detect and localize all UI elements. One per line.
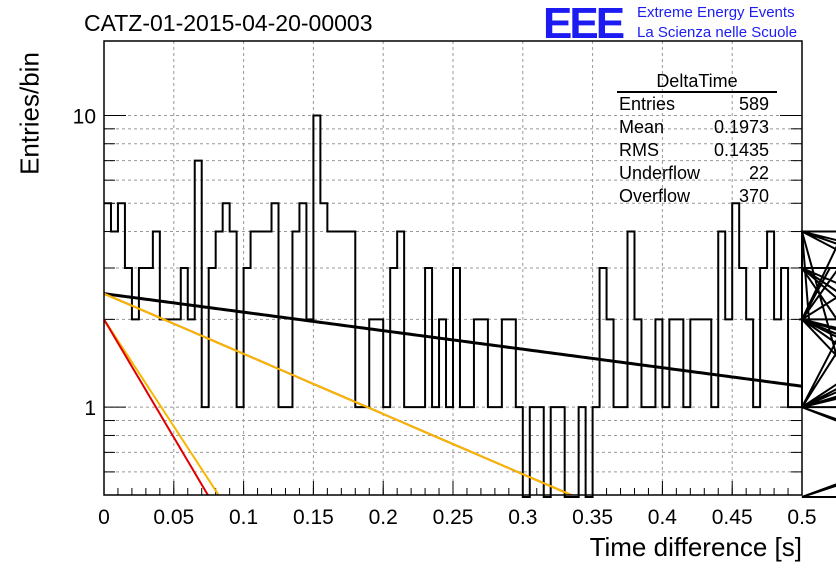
- histogram-bin: [781, 268, 788, 495]
- histogram-bin: [718, 232, 725, 495]
- x-tick-label: 0.15: [293, 506, 334, 529]
- eee-logo: EEE: [543, 0, 625, 48]
- histogram-bin: [334, 232, 341, 495]
- y-tick-label: 1: [84, 397, 96, 420]
- stats-label: Underflow: [619, 163, 701, 183]
- stats-title: DeltaTime: [617, 71, 777, 93]
- histogram-bin: [230, 232, 237, 495]
- histogram-bin: [299, 203, 306, 495]
- histogram-bin: [209, 268, 216, 495]
- histogram-bin: [313, 115, 320, 495]
- histogram-outline: [104, 114, 836, 498]
- stats-value: 589: [738, 94, 769, 114]
- stats-label: Mean: [619, 117, 665, 137]
- histogram-bin: [195, 161, 202, 495]
- histogram-bin: [153, 232, 160, 495]
- histogram-bin: [223, 203, 230, 495]
- fit-curves: [104, 292, 802, 495]
- histogram-bin: [767, 232, 774, 495]
- stats-value: 0.1435: [713, 140, 769, 160]
- plot-frame: [103, 40, 803, 496]
- stats-row-rms: RMS 0.1435: [611, 139, 777, 162]
- histogram-bin: [320, 203, 327, 495]
- y-tick-label: 10: [73, 105, 96, 128]
- histogram-bin: [292, 232, 299, 495]
- x-tick-label: 0.3: [508, 506, 537, 529]
- histogram-bin: [146, 268, 153, 495]
- histogram-bin: [244, 268, 251, 495]
- histogram-bin: [739, 268, 746, 495]
- histogram-series: [104, 114, 836, 498]
- stats-label: Overflow: [619, 186, 691, 206]
- stats-row-mean: Mean 0.1973: [611, 116, 777, 139]
- chart-title: CATZ-01-2015-04-20-00003: [84, 10, 373, 36]
- histogram-bin: [272, 203, 279, 495]
- x-tick-label: 0: [98, 506, 110, 529]
- x-axis-label: Time difference [s]: [589, 532, 802, 562]
- histogram-bin: [397, 232, 404, 495]
- histogram-bin: [251, 232, 258, 495]
- histogram-bin: [453, 268, 460, 495]
- stats-value: 22: [748, 163, 769, 183]
- histogram-bin: [111, 232, 118, 495]
- histogram-bin: [425, 268, 432, 495]
- histogram-bin: [348, 232, 355, 495]
- x-tick-label: 0.05: [153, 506, 194, 529]
- x-tick-label: 0.45: [712, 506, 753, 529]
- stats-row-underflow: Underflow 22: [611, 162, 777, 185]
- logo-line-1: Extreme Energy Events: [637, 4, 795, 21]
- histogram-bin: [390, 268, 397, 495]
- x-tick-label: 0.5: [787, 506, 816, 529]
- histogram-bin: [600, 268, 607, 495]
- histogram-bin: [732, 203, 739, 495]
- stats-label: RMS: [619, 140, 659, 160]
- histogram-bin: [104, 203, 111, 495]
- histogram-bin: [327, 232, 334, 495]
- tick-labels: 0 0.05 0.1 0.15 0.2 0.25 0.3 0.35 0.4 0.45 0.5 1 10: [73, 105, 817, 529]
- stats-value: 370: [738, 186, 769, 206]
- x-tick-label: 0.4: [648, 506, 678, 529]
- x-tick-label: 0.1: [229, 506, 258, 529]
- stats-box: DeltaTime Entries 589 Mean 0.1973 RMS 0.…: [611, 71, 777, 208]
- histogram-bin: [216, 232, 223, 495]
- fit-curve: [104, 292, 574, 495]
- stats-value: 0.1973: [713, 117, 769, 137]
- logo-line-2: La Scienza nelle Scuole: [637, 24, 798, 41]
- stats-row-entries: Entries 589: [611, 93, 777, 116]
- x-tick-label: 0.25: [433, 506, 474, 529]
- fit-curve: [104, 292, 802, 388]
- y-axis-label: Entries/bin: [14, 52, 45, 175]
- stats-label: Entries: [619, 94, 676, 114]
- stats-row-overflow: Overflow 370: [611, 185, 777, 208]
- x-tick-label: 0.2: [369, 506, 398, 529]
- x-tick-label: 0.35: [572, 506, 613, 529]
- histogram-bin: [341, 232, 348, 495]
